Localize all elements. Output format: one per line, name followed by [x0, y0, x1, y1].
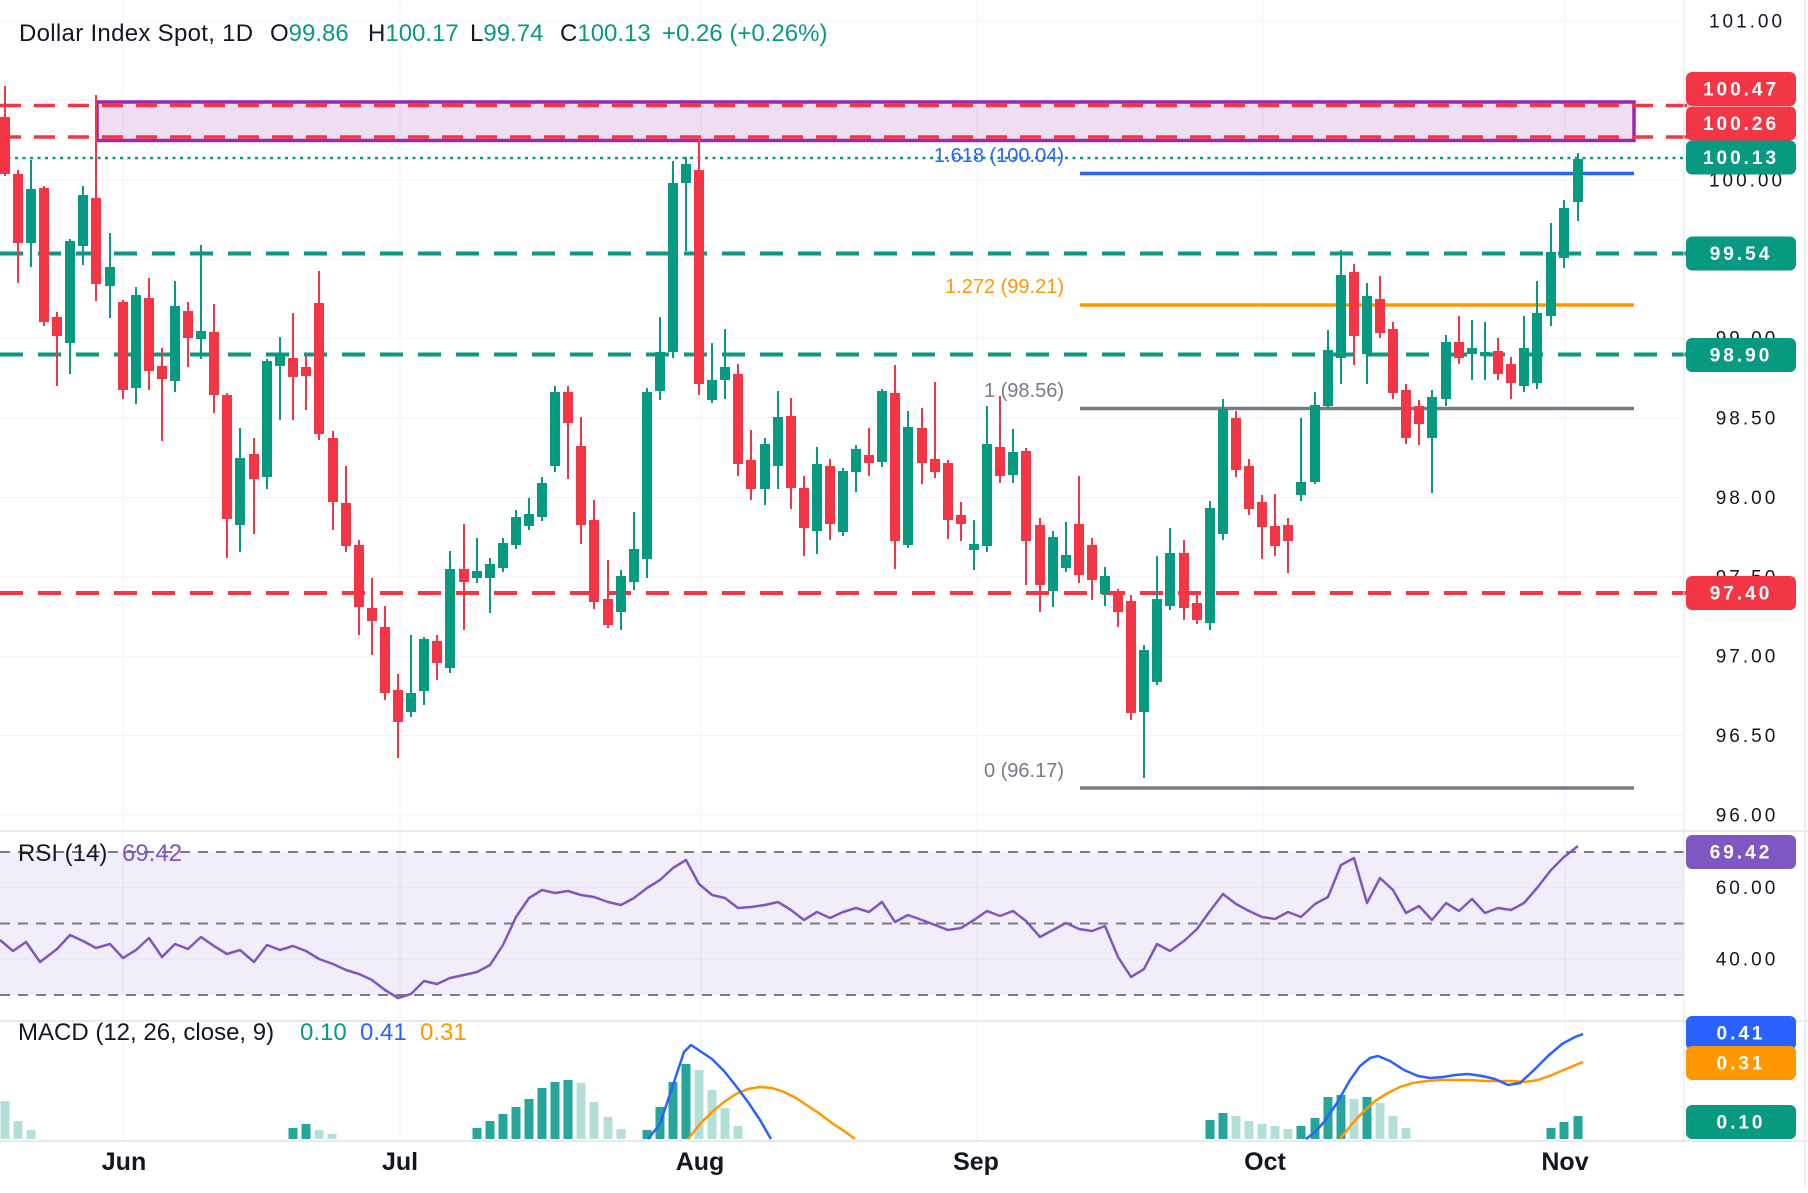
- svg-text:60.00: 60.00: [1716, 878, 1779, 899]
- svg-text:0.31: 0.31: [420, 1019, 467, 1046]
- svg-text:0.31: 0.31: [1717, 1054, 1766, 1075]
- svg-text:0.41: 0.41: [1717, 1024, 1766, 1045]
- svg-text:100.13: 100.13: [1703, 148, 1779, 169]
- svg-text:Aug: Aug: [676, 1148, 725, 1176]
- svg-text:0.10: 0.10: [1717, 1113, 1766, 1134]
- svg-text:Jul: Jul: [382, 1148, 418, 1176]
- svg-text:+0.26 (+0.26%): +0.26 (+0.26%): [662, 20, 827, 47]
- svg-text:MACD (12, 26, close, 9): MACD (12, 26, close, 9): [18, 1019, 274, 1046]
- svg-text:69.42: 69.42: [1710, 843, 1773, 864]
- svg-text:Oct: Oct: [1244, 1148, 1286, 1176]
- svg-text:1.272 (99.21): 1.272 (99.21): [945, 276, 1064, 298]
- svg-text:RSI (14): RSI (14): [18, 840, 107, 867]
- svg-text:98.00: 98.00: [1716, 488, 1779, 509]
- svg-text:O99.86: O99.86: [270, 20, 349, 47]
- svg-text:0.41: 0.41: [360, 1019, 407, 1046]
- svg-text:69.42: 69.42: [122, 840, 182, 867]
- svg-text:Nov: Nov: [1541, 1148, 1588, 1176]
- svg-text:101.00: 101.00: [1709, 12, 1785, 33]
- svg-text:99.54: 99.54: [1710, 244, 1773, 265]
- svg-text:L99.74: L99.74: [470, 20, 543, 47]
- svg-text:97.40: 97.40: [1710, 584, 1773, 605]
- svg-text:97.00: 97.00: [1716, 647, 1779, 668]
- svg-text:Jun: Jun: [102, 1148, 146, 1176]
- svg-text:1 (98.56): 1 (98.56): [984, 380, 1064, 402]
- svg-text:1.618 (100.04): 1.618 (100.04): [934, 145, 1064, 167]
- svg-text:100.26: 100.26: [1703, 114, 1779, 135]
- svg-text:C100.13: C100.13: [560, 20, 651, 47]
- svg-text:96.00: 96.00: [1716, 806, 1779, 827]
- svg-text:0.10: 0.10: [300, 1019, 347, 1046]
- svg-text:Dollar Index Spot, 1D: Dollar Index Spot, 1D: [19, 20, 253, 47]
- svg-text:96.50: 96.50: [1716, 726, 1779, 747]
- svg-text:40.00: 40.00: [1716, 949, 1779, 970]
- svg-text:98.90: 98.90: [1710, 346, 1773, 367]
- svg-text:Sep: Sep: [953, 1148, 999, 1176]
- svg-text:0 (96.17): 0 (96.17): [984, 760, 1064, 782]
- svg-text:100.47: 100.47: [1703, 80, 1779, 101]
- svg-text:H100.17: H100.17: [368, 20, 459, 47]
- svg-text:100.00: 100.00: [1709, 171, 1785, 192]
- svg-text:98.50: 98.50: [1716, 409, 1779, 430]
